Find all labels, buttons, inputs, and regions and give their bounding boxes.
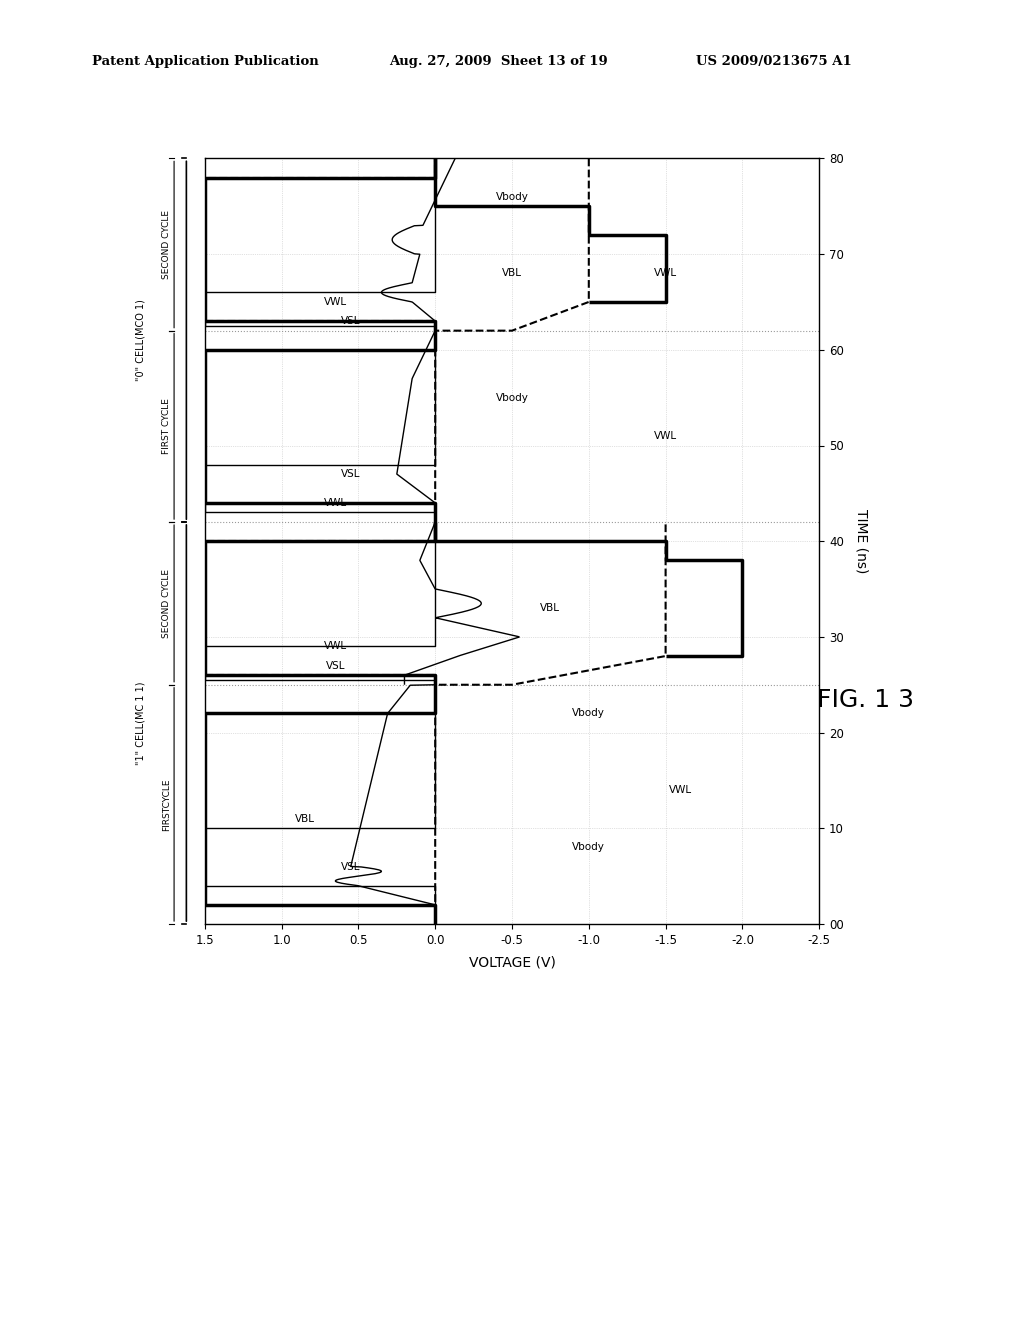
Text: VSL: VSL: [326, 660, 345, 671]
Text: VWL: VWL: [654, 430, 677, 441]
Text: VSL: VSL: [341, 862, 360, 871]
X-axis label: VOLTAGE (V): VOLTAGE (V): [469, 956, 555, 969]
Text: FIG. 1 3: FIG. 1 3: [817, 688, 913, 711]
Text: FIRST CYCLE: FIRST CYCLE: [162, 399, 171, 454]
Text: VWL: VWL: [654, 268, 677, 279]
Text: VSL: VSL: [341, 315, 360, 326]
Text: VWL: VWL: [324, 498, 347, 508]
Text: Patent Application Publication: Patent Application Publication: [92, 55, 318, 69]
Text: "0" CELL(MCO 1): "0" CELL(MCO 1): [135, 300, 145, 381]
Text: VWL: VWL: [670, 785, 692, 795]
Text: Vbody: Vbody: [572, 709, 605, 718]
Text: Vbody: Vbody: [496, 392, 528, 403]
Text: SECOND CYCLE: SECOND CYCLE: [162, 569, 171, 638]
Text: Vbody: Vbody: [572, 842, 605, 853]
Y-axis label: TIME (ns): TIME (ns): [855, 510, 869, 573]
Text: FIRSTCYCLE: FIRSTCYCLE: [162, 777, 171, 830]
Text: VBL: VBL: [541, 603, 560, 614]
Text: SECOND CYCLE: SECOND CYCLE: [162, 210, 171, 279]
Text: Vbody: Vbody: [496, 191, 528, 202]
Text: US 2009/0213675 A1: US 2009/0213675 A1: [696, 55, 852, 69]
Text: "1" CELL(MC 1 1): "1" CELL(MC 1 1): [135, 681, 145, 764]
Text: VBL: VBL: [502, 268, 522, 279]
Text: VWL: VWL: [324, 297, 347, 308]
Text: VSL: VSL: [341, 469, 360, 479]
Text: VWL: VWL: [324, 642, 347, 652]
Text: Aug. 27, 2009  Sheet 13 of 19: Aug. 27, 2009 Sheet 13 of 19: [389, 55, 608, 69]
Text: VBL: VBL: [295, 813, 314, 824]
